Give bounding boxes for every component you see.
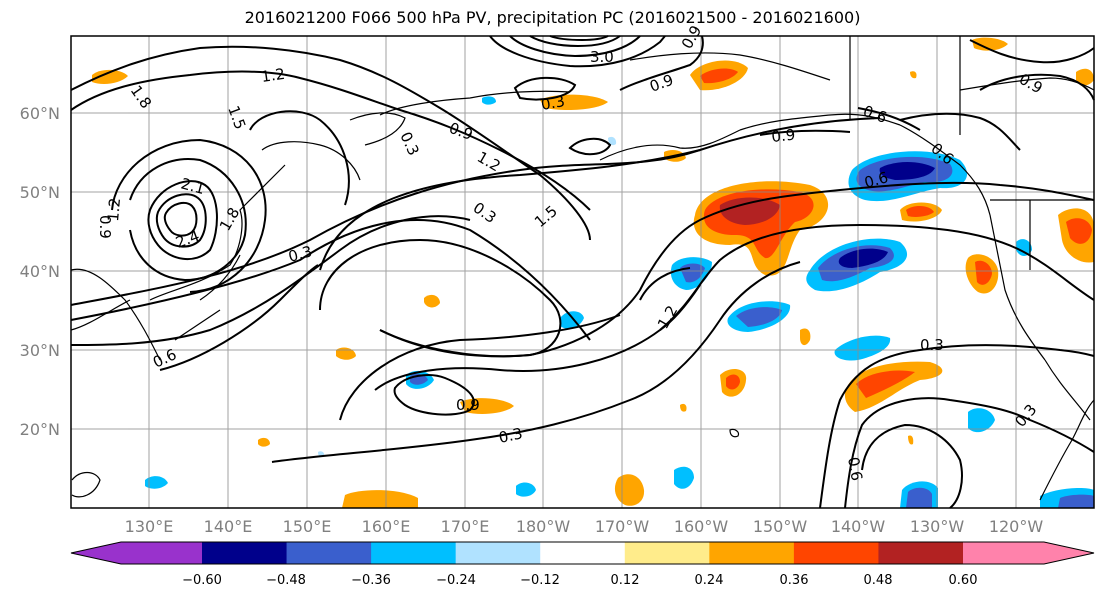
lat-label: 30°N: [20, 341, 60, 360]
colorbar-segment: [202, 542, 288, 564]
contour-label: 0.6: [862, 168, 890, 192]
colorbar-segment: [709, 542, 795, 564]
colorbar-segment: [455, 542, 541, 564]
contour-label: 3.0: [590, 48, 614, 66]
colorbar-segment: [963, 542, 1094, 564]
colorbar-segment: [71, 542, 202, 564]
lon-label: 120°W: [989, 517, 1044, 536]
colorbar-label: 0.48: [864, 573, 893, 588]
contour-label: 1.2: [104, 197, 124, 222]
lon-label: 140°E: [204, 517, 253, 536]
lat-label: 40°N: [20, 262, 60, 281]
lon-label: 160°W: [674, 517, 729, 536]
lon-label: 170°W: [595, 517, 650, 536]
colorbar-label: −0.36: [351, 573, 391, 588]
lon-label: 130°W: [910, 517, 965, 536]
colorbar-segment: [878, 542, 964, 564]
colorbar-segment: [286, 542, 372, 564]
lon-label: 170°E: [441, 517, 490, 536]
colorbar-label: 0.60: [949, 573, 978, 588]
map-frame: [70, 35, 1095, 509]
lon-label: 160°E: [362, 517, 411, 536]
colorbar-labels: −0.60 −0.48 −0.36 −0.24 −0.12 0.12 0.24 …: [182, 573, 977, 588]
colorbar-segment: [540, 542, 626, 564]
colorbar-label: −0.24: [436, 573, 476, 588]
contour-label: 0.6: [844, 456, 866, 483]
lat-label: 60°N: [20, 104, 60, 123]
contour-label: 0.9: [771, 126, 797, 146]
lon-label: 150°E: [283, 517, 332, 536]
contour-label: 0.9: [456, 396, 480, 414]
lat-label: 20°N: [20, 420, 60, 439]
latitude-labels: 60°N 50°N 40°N 30°N 20°N: [20, 104, 60, 439]
longitude-labels: 130°E 140°E 150°E 160°E 170°E 180°W 170°…: [125, 517, 1044, 536]
coastlines: [70, 36, 1095, 501]
colorbar-label: −0.60: [182, 573, 222, 588]
contour-label: 0.3: [920, 336, 944, 354]
precip-negative-patches: [145, 96, 1094, 508]
colorbar-label: −0.48: [266, 573, 306, 588]
colorbar-outline: [70, 541, 1095, 565]
colorbar-segment: [371, 542, 457, 564]
colorbar-label: −0.12: [520, 573, 560, 588]
contour-label: 0.3: [497, 424, 524, 447]
contour-label: 1.2: [260, 65, 286, 86]
colorbar-label: 0.36: [780, 573, 809, 588]
contour-label: 0.9: [96, 215, 114, 239]
lon-label: 130°E: [125, 517, 174, 536]
contour-label: 0.3: [540, 92, 567, 114]
lat-label: 50°N: [20, 183, 60, 202]
map-title: 2016021200 F066 500 hPa PV, precipitatio…: [244, 8, 861, 27]
lon-label: 150°W: [753, 517, 808, 536]
colorbar-segment: [624, 542, 710, 564]
graticule: [71, 36, 1094, 508]
lon-label: 140°W: [831, 517, 886, 536]
contour-label: 0.3: [286, 242, 314, 266]
colorbar-segment: [793, 542, 879, 564]
precip-positive-patches: [92, 37, 1094, 508]
pv-contours: [70, 35, 1095, 509]
colorbar-label: 0.24: [695, 573, 724, 588]
contour-label: 2.1: [179, 174, 207, 198]
colorbar-label: 0.12: [611, 573, 640, 588]
colorbar: [70, 541, 1095, 565]
lon-label: 180°W: [516, 517, 571, 536]
